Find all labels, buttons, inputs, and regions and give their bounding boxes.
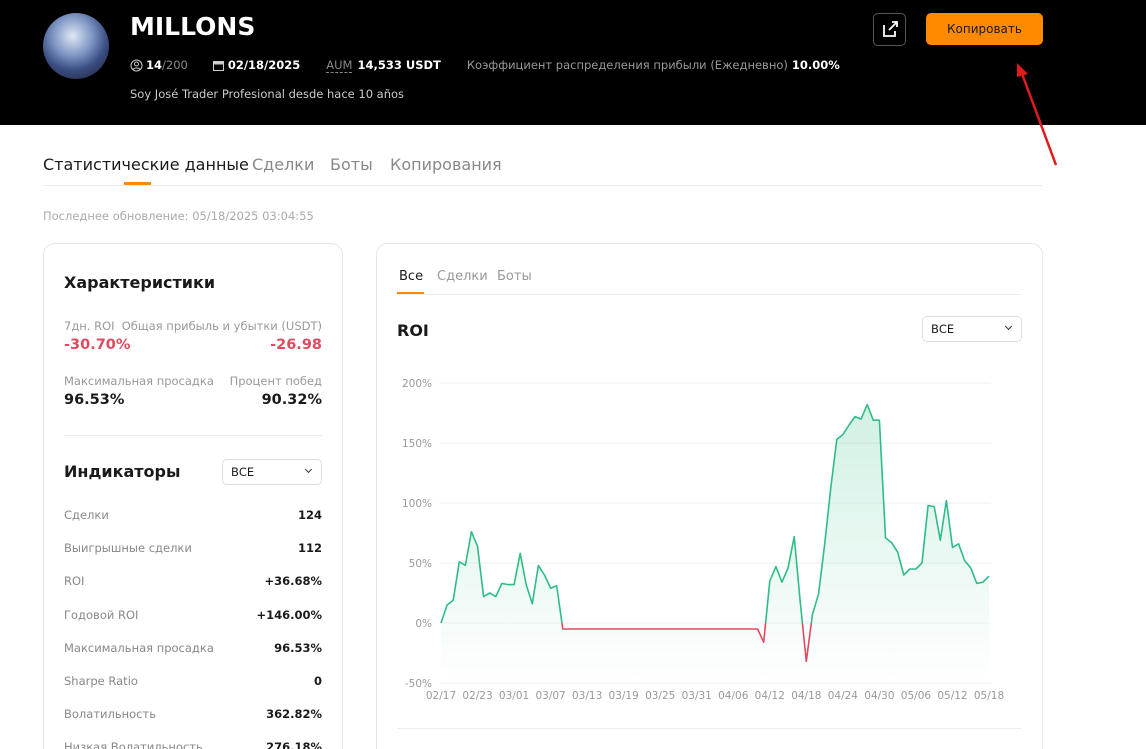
indicator-label: Низкая Волатильность: [64, 740, 203, 749]
stat-value: 96.53%: [64, 392, 125, 408]
tab[interactable]: Копирования: [390, 155, 502, 174]
indicator-value: +146.00%: [256, 607, 322, 622]
stat-label: Максимальная просадка: [64, 374, 214, 388]
select[interactable]: ВСЕ: [922, 316, 1022, 342]
trader-name: MILLONS: [130, 12, 256, 41]
indicator-value: 362.82%: [266, 707, 322, 722]
stat-label: Процент побед: [229, 374, 322, 388]
indicator-label: Выигрышные сделки: [64, 541, 192, 556]
followers: 14: [146, 58, 163, 72]
section-title: Характеристики: [64, 273, 216, 292]
select[interactable]: ВСЕ: [222, 459, 322, 485]
last-update: Последнее обновление: 05/18/2025 03:04:5…: [43, 209, 314, 223]
aum-value: 14,533 USDT: [357, 58, 441, 72]
tab[interactable]: Боты: [330, 155, 373, 174]
divider: [397, 294, 1021, 295]
stat-value: -26.98: [270, 337, 322, 353]
chart-card: [376, 243, 1043, 749]
indicator-value: 96.53%: [274, 640, 322, 655]
tab-underline: [124, 182, 151, 185]
stats-row: 14/200 02/18/2025 AUM 14,533 USDT Коэффициен…: [130, 57, 840, 73]
copy-button[interactable]: Копировать: [926, 13, 1043, 45]
stat-value: 90.32%: [261, 392, 322, 408]
divider: [43, 185, 1043, 186]
indicator-value: 112: [297, 541, 322, 556]
chevron: [1004, 322, 1013, 331]
indicator-label: Волатильность: [64, 707, 156, 722]
sub-tab[interactable]: Сделки: [437, 269, 488, 284]
share-icon: [883, 21, 898, 37]
followers-max: /200: [162, 58, 188, 72]
indicator-label: Sharpe Ratio: [64, 674, 138, 688]
chart-title: ROI: [397, 321, 429, 340]
aum-label: AUM: [326, 57, 353, 73]
user-icon: [130, 59, 143, 71]
tab[interactable]: Статистические данные: [43, 155, 249, 174]
indicator-value: +36.68%: [264, 574, 322, 589]
indicator-value: 0: [313, 674, 322, 688]
chevron: [304, 465, 313, 474]
sub-tab-underline: [397, 292, 424, 294]
sub-tab[interactable]: Все: [399, 269, 424, 284]
start-date: 02/18/2025: [227, 58, 301, 72]
select-value: ВСЕ: [231, 465, 255, 479]
divider: [397, 728, 1021, 729]
profit-share-label: Коэффициент распределения прибыли (Ежедн…: [466, 58, 788, 72]
calendar-icon: [212, 60, 224, 71]
indicator-value: 276.18%: [266, 740, 322, 749]
divider: [64, 435, 322, 436]
select-value: ВСЕ: [931, 322, 955, 336]
tab[interactable]: Сделки: [252, 155, 315, 174]
stat-label: Общая прибыль и убытки (USDT): [121, 319, 322, 333]
annotation-arrow: [1017, 63, 1058, 166]
bio: Soy José Trader Profesional desde hace 1…: [130, 87, 405, 101]
stats-card: [43, 243, 343, 749]
indicator-label: Максимальная просадка: [64, 640, 214, 655]
section-title: Индикаторы: [64, 462, 181, 481]
indicator-label: Годовой ROI: [64, 607, 139, 622]
stat-label: 7дн. ROI: [64, 319, 115, 333]
avatar: [43, 13, 109, 79]
indicator-label: Сделки: [64, 508, 109, 522]
share-button[interactable]: [873, 13, 906, 46]
profit-share-value: 10.00%: [791, 58, 840, 72]
sub-tab[interactable]: Боты: [497, 269, 532, 284]
indicator-value: 124: [297, 508, 322, 522]
stat-value: -30.70%: [64, 337, 131, 353]
indicator-label: ROI: [64, 574, 85, 589]
